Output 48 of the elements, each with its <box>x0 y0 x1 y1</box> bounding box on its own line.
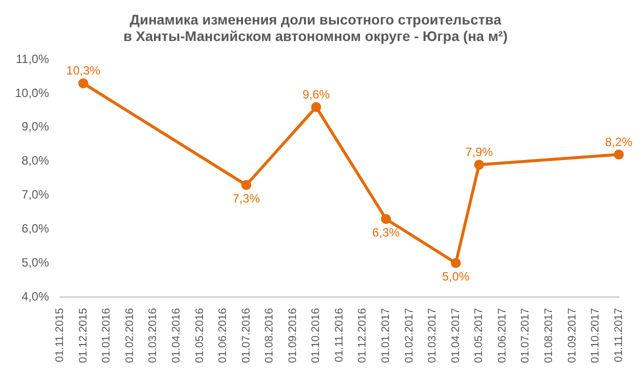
x-tick-label: 01.04.2017 <box>450 308 462 364</box>
x-tick-label: 01.11.2015 <box>54 308 66 362</box>
data-label: 5,0% <box>442 269 470 284</box>
y-tick-label: 11,0% <box>16 52 50 66</box>
point <box>474 160 484 170</box>
y-tick-label: 6,0% <box>22 221 50 236</box>
y-tick-label: 9,0% <box>22 120 50 134</box>
x-tick-label: 01.06.2017 <box>496 308 508 364</box>
y-tick-label: 10,0% <box>14 86 50 100</box>
y-tick-label: 4,0% <box>22 289 50 304</box>
point <box>311 102 322 112</box>
x-tick-label: 01.06.2016 <box>217 308 230 364</box>
chart-title: Динамика изменения доли высотного строительства в Ханты-Мансийском автономном округе - Югра (на м²) <box>123 11 508 44</box>
x-tick-label: 01.02.2016 <box>124 308 136 364</box>
x-tick-label: 01.07.2016 <box>240 308 252 364</box>
x-tick-label: 01.02.2017 <box>403 308 416 364</box>
x-tick-label: 01.01.2016 <box>100 308 113 364</box>
data-label: 6,3% <box>372 225 400 240</box>
y-tick-label: 5,0% <box>22 255 50 270</box>
data-label: 7,3% <box>232 191 260 206</box>
point <box>614 150 624 160</box>
x-tick-label: 01.12.2016 <box>356 308 369 364</box>
x-tick-label: 01.08.2017 <box>542 308 555 364</box>
point <box>380 214 391 224</box>
x-tick-label: 01.10.2017 <box>590 308 602 364</box>
x-tick-label: 01.07.2017 <box>520 308 532 364</box>
data-label: 10,3% <box>66 64 101 78</box>
point <box>78 78 88 88</box>
data-label: 7,9% <box>465 145 494 160</box>
x-tick-label: 01.04.2016 <box>170 308 182 364</box>
x-tick-label: 01.11.2016 <box>333 308 346 362</box>
x-tick-label: 01.01.2017 <box>380 308 392 364</box>
point <box>241 180 252 190</box>
x-tick-label: 01.03.2017 <box>426 308 439 364</box>
point <box>450 258 461 268</box>
x-tick-label: 01.11.2017 <box>612 308 625 362</box>
x-tick-label: 01.10.2016 <box>310 308 322 364</box>
data-label: 9,6% <box>302 87 330 102</box>
x-tick-label: 01.08.2016 <box>264 308 276 364</box>
data-label: 8,2% <box>605 134 633 149</box>
x-tick-label: 01.12.2015 <box>77 308 90 364</box>
y-tick-label: 8,0% <box>22 154 50 168</box>
y-tick-label: 7,0% <box>22 188 50 202</box>
x-tick-label: 01.09.2017 <box>566 308 578 364</box>
x-tick-label: 01.03.2016 <box>147 308 160 364</box>
x-tick-label: 01.05.2017 <box>473 308 486 364</box>
x-tick-label: 01.09.2016 <box>286 308 299 364</box>
x-tick-label: 01.05.2016 <box>194 308 206 364</box>
